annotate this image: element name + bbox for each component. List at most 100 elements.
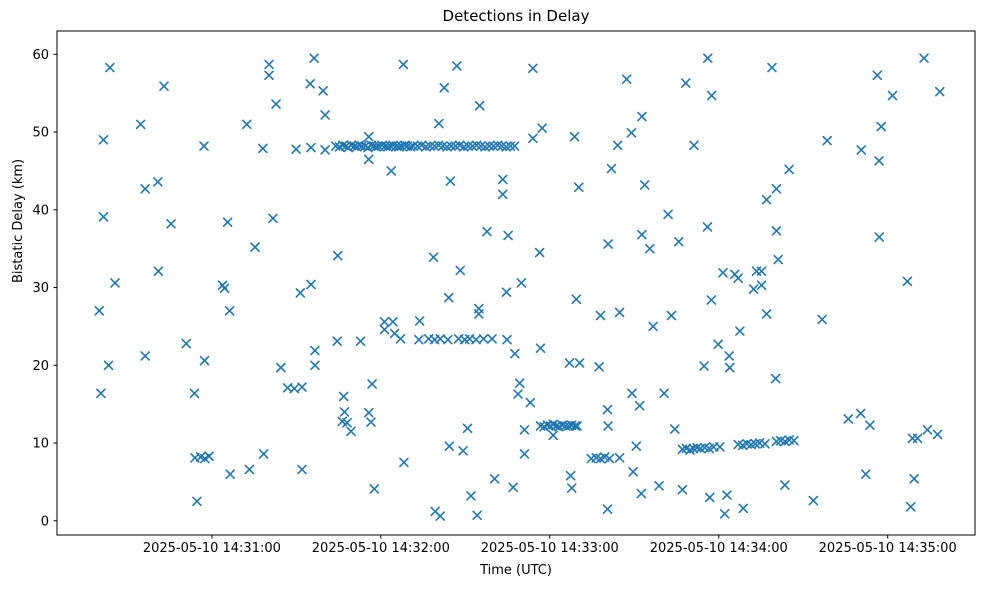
data-point-marker — [244, 464, 255, 475]
data-point-marker — [570, 421, 580, 431]
data-point-marker — [338, 391, 349, 402]
data-point-marker — [466, 491, 476, 501]
data-point-marker — [535, 343, 546, 353]
data-point-marker — [571, 294, 582, 305]
data-point-marker — [528, 63, 538, 74]
data-point-marker — [414, 334, 424, 345]
data-point-marker — [563, 421, 574, 431]
data-point-marker — [602, 504, 613, 514]
data-point-marker — [96, 388, 106, 399]
data-point-marker — [369, 484, 380, 494]
y-tick-label: 10 — [32, 437, 49, 452]
x-tick-label: 2025-05-10 14:35:00 — [819, 541, 957, 556]
data-point-marker — [225, 469, 235, 479]
data-point-marker — [644, 243, 655, 254]
data-point-marker — [614, 453, 625, 463]
data-point-marker — [487, 334, 497, 344]
data-point-marker — [444, 441, 455, 451]
chart-title: Detections in Delay — [442, 7, 590, 25]
data-point-marker — [677, 484, 688, 495]
data-point-marker — [760, 439, 770, 449]
data-point-marker — [715, 442, 725, 452]
data-point-marker — [318, 86, 328, 96]
data-point-marker — [474, 309, 484, 319]
data-point-marker — [379, 324, 390, 335]
data-point-marker — [189, 388, 200, 399]
data-point-marker — [822, 135, 832, 146]
data-point-marker — [472, 510, 482, 521]
data-point-marker — [548, 430, 558, 441]
data-point-marker — [310, 360, 320, 371]
data-point-marker — [224, 306, 235, 316]
data-point-marker — [670, 424, 680, 434]
data-point-marker — [342, 418, 352, 428]
data-point-marker — [733, 273, 743, 284]
data-point-marker — [428, 252, 439, 263]
data-point-marker — [519, 425, 530, 435]
data-point-marker — [738, 503, 749, 514]
data-point-marker — [271, 99, 281, 109]
x-tick-label: 2025-05-10 14:33:00 — [481, 541, 619, 556]
data-point-marker — [637, 111, 647, 122]
data-point-marker — [773, 254, 783, 265]
data-point-marker — [856, 145, 867, 155]
data-point-marker — [363, 131, 374, 142]
data-point-marker — [702, 53, 713, 64]
data-point-marker — [673, 236, 684, 247]
data-point-marker — [634, 400, 645, 411]
data-point-marker — [455, 265, 466, 276]
data-point-marker — [289, 383, 300, 394]
data-point-marker — [876, 121, 887, 132]
data-point-marker — [761, 194, 772, 205]
data-point-marker — [399, 457, 409, 468]
y-tick-label: 40 — [32, 203, 49, 218]
data-point-marker — [534, 247, 545, 258]
data-point-marker — [434, 118, 444, 129]
data-point-marker — [339, 407, 350, 417]
data-point-marker — [780, 480, 790, 490]
data-point-marker — [719, 508, 730, 519]
data-point-marker — [439, 82, 449, 93]
data-point-marker — [808, 495, 819, 506]
data-point-marker — [767, 62, 777, 73]
data-point-marker — [519, 449, 530, 459]
data-point-marker — [724, 351, 734, 361]
data-point-marker — [398, 59, 409, 70]
data-point-marker — [935, 86, 945, 97]
data-point-marker — [681, 78, 691, 88]
data-point-marker — [379, 316, 390, 327]
data-point-marker — [140, 351, 150, 361]
data-point-marker — [631, 441, 642, 451]
data-point-marker — [513, 389, 523, 399]
data-point-marker — [295, 288, 306, 298]
data-point-marker — [110, 278, 120, 288]
data-point-marker — [748, 284, 759, 294]
data-point-marker — [699, 361, 709, 371]
data-point-marker — [373, 141, 384, 151]
data-point-marker — [713, 339, 723, 350]
data-point-marker — [153, 266, 164, 277]
data-point-marker — [497, 174, 508, 185]
data-point-marker — [497, 189, 508, 200]
data-point-marker — [528, 133, 538, 144]
data-point-marker — [887, 90, 898, 101]
data-point-marker — [98, 212, 109, 222]
data-point-marker — [443, 292, 454, 303]
data-point-marker — [346, 426, 356, 437]
data-point-marker — [922, 425, 933, 435]
data-point-marker — [105, 62, 115, 73]
data-point-marker — [310, 345, 320, 356]
data-point-marker — [817, 314, 827, 325]
data-point-marker — [666, 310, 677, 321]
data-point-marker — [621, 74, 632, 84]
data-point-marker — [199, 355, 210, 366]
data-point-marker — [291, 144, 301, 154]
data-point-marker — [614, 307, 625, 318]
x-tick-label: 2025-05-10 14:31:00 — [143, 541, 281, 556]
data-point-marker — [654, 480, 664, 491]
data-point-marker — [514, 378, 525, 388]
y-tick-label: 50 — [32, 126, 49, 141]
data-point-marker — [320, 145, 330, 155]
data-point-marker — [860, 469, 871, 479]
